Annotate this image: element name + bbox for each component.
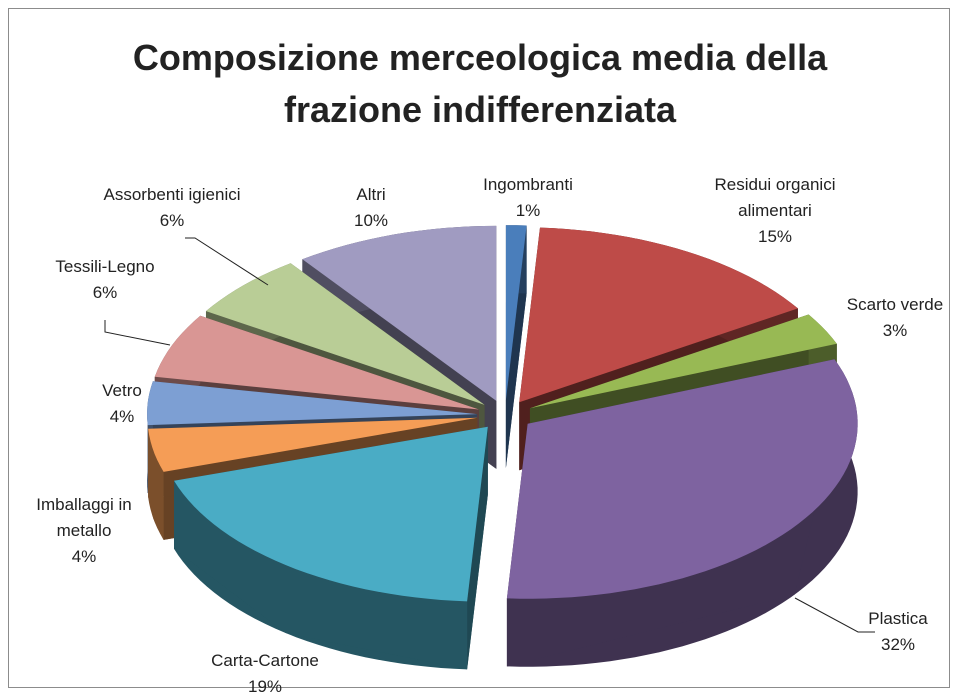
label-value: 1% [515, 201, 541, 220]
leader-line [794, 597, 875, 633]
leader-line [185, 237, 269, 286]
slice [519, 227, 798, 403]
label-name: Imballaggi in metallo [36, 495, 132, 540]
label-value: 6% [159, 211, 185, 230]
label-value: 32% [880, 635, 916, 654]
label-value: 10% [353, 211, 389, 230]
slice [174, 426, 488, 602]
slice-wall [174, 480, 468, 670]
slice [529, 314, 837, 409]
label-value: 3% [882, 321, 908, 340]
data-label: Residui organici alimentari 15% [690, 172, 860, 250]
label-value: 4% [109, 407, 135, 426]
label-value: 19% [247, 677, 283, 696]
label-name: Carta-Cartone [211, 651, 319, 670]
label-value: 15% [757, 227, 793, 246]
label-name: Tessili-Legno [55, 257, 155, 276]
slice [206, 263, 485, 405]
slice [148, 417, 478, 472]
leader-line [104, 320, 171, 346]
data-label: Vetro 4% [72, 378, 172, 430]
slice [302, 225, 497, 401]
chart-title: Composizione merceologica media della fr… [132, 37, 828, 130]
label-name: Residui organici alimentari [714, 175, 836, 220]
label-name: Plastica [868, 609, 928, 628]
data-label: Assorbenti igienici 6% [72, 182, 272, 234]
data-label: Plastica 32% [838, 606, 958, 658]
slice [506, 359, 858, 599]
label-name: Ingombranti [483, 175, 573, 194]
data-label: Scarto verde 3% [835, 292, 955, 344]
label-name: Altri [356, 185, 386, 204]
slice-wall [148, 428, 164, 540]
label-value: 6% [92, 283, 118, 302]
chart-border [8, 8, 950, 688]
data-label: Imballaggi in metallo 4% [14, 492, 154, 570]
label-value: 4% [71, 547, 97, 566]
data-label: Carta-Cartone 19% [185, 648, 345, 696]
slice [505, 225, 527, 401]
slice-wall [506, 359, 858, 667]
data-label: Altri 10% [321, 182, 421, 234]
label-name: Scarto verde [846, 295, 944, 314]
data-label: Tessili-Legno 6% [35, 254, 175, 306]
slice [154, 315, 479, 410]
data-label: Ingombranti 1% [443, 172, 613, 224]
label-name: Assorbenti igienici [103, 185, 241, 204]
slice [147, 381, 478, 426]
label-name: Vetro [102, 381, 142, 400]
